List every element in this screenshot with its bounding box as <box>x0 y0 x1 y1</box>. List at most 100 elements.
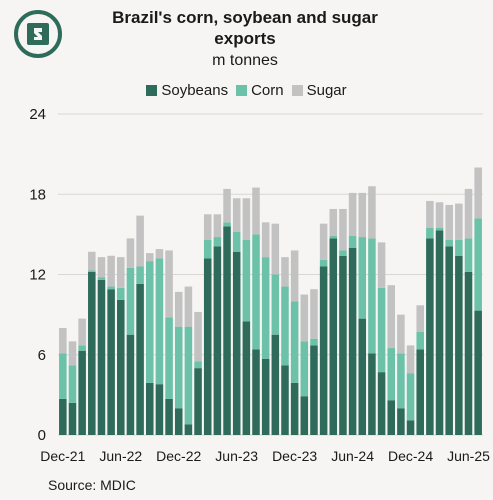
bar-corn <box>136 266 144 284</box>
bar-soybeans <box>406 420 415 435</box>
bar-sugar <box>416 305 424 333</box>
bar-corn <box>426 227 434 239</box>
x-tick-label: Dec-22 <box>156 448 201 464</box>
bar-soybeans <box>319 266 328 435</box>
bar-soybeans <box>165 398 173 435</box>
bar-soybeans <box>435 230 444 435</box>
bar-corn <box>310 338 318 346</box>
bar-sugar <box>136 215 144 267</box>
bar-soybeans <box>290 382 299 435</box>
bar-soybeans <box>474 310 482 435</box>
x-tick-label: Dec-21 <box>40 448 85 464</box>
bar-sugar <box>445 204 453 240</box>
bar-corn <box>416 332 424 350</box>
bar-corn <box>242 239 251 322</box>
bar-soybeans <box>242 321 251 435</box>
chart-legend: Soybeans Corn Sugar <box>0 82 493 99</box>
bar-soybeans <box>78 350 86 435</box>
bar-corn <box>329 235 338 239</box>
bar-sugar <box>348 192 357 236</box>
bar-soybeans <box>281 365 289 435</box>
bar-soybeans <box>184 424 193 435</box>
bar-soybeans <box>464 271 473 435</box>
source-note: Source: MDIC <box>48 477 136 493</box>
bar-soybeans <box>300 396 309 435</box>
bar-sugar <box>406 345 415 374</box>
bar-sugar <box>107 255 115 287</box>
y-tick-label: 24 <box>29 106 46 123</box>
bar-sugar <box>339 208 347 251</box>
bar-soybeans <box>358 318 367 435</box>
bar-corn <box>290 301 299 383</box>
bar-corn <box>145 261 154 383</box>
bar-corn <box>319 259 328 267</box>
bar-soybeans <box>194 368 202 435</box>
legend-label-sugar: Sugar <box>306 82 347 99</box>
bar-corn <box>281 286 289 366</box>
bar-soybeans <box>88 271 96 435</box>
bar-soybeans <box>310 345 318 435</box>
bar-sugar <box>271 223 280 275</box>
bar-corn <box>261 257 270 359</box>
legend-swatch-soybeans <box>146 85 158 96</box>
bar-soybeans <box>271 334 280 435</box>
bar-corn <box>464 238 473 272</box>
bar-sugar <box>223 188 231 223</box>
bar-soybeans <box>387 400 396 435</box>
bar-sugar <box>358 192 367 238</box>
bar-sugar <box>368 186 376 239</box>
bar-sugar <box>184 286 193 327</box>
bar-corn <box>348 235 357 248</box>
legend-item-soybeans: Soybeans <box>146 82 228 99</box>
bar-sugar <box>194 311 202 362</box>
bar-sugar <box>319 223 328 260</box>
bar-soybeans <box>416 349 424 435</box>
bar-corn <box>155 258 164 385</box>
bar-corn <box>184 326 193 425</box>
bar-soybeans <box>261 358 270 435</box>
x-tick-label: Jun-25 <box>447 448 490 464</box>
bar-sugar <box>203 214 212 240</box>
bar-corn <box>377 287 386 373</box>
bar-corn <box>368 238 376 354</box>
bar-soybeans <box>117 299 125 435</box>
bar-soybeans <box>59 398 67 435</box>
bar-sugar <box>59 328 67 354</box>
bar-soybeans <box>136 283 144 435</box>
y-tick-label: 12 <box>29 267 46 284</box>
bar-sugar <box>213 214 222 238</box>
bar-soybeans <box>397 408 405 435</box>
bar-corn <box>387 348 396 401</box>
bar-soybeans <box>232 251 241 435</box>
x-tick-label: Jun-23 <box>215 448 258 464</box>
bar-soybeans <box>97 279 106 435</box>
bar-soybeans <box>252 349 260 435</box>
bar-soybeans <box>368 353 376 435</box>
bar-corn <box>213 237 222 247</box>
bar-corn <box>88 270 96 272</box>
bar-sugar <box>387 285 396 349</box>
bar-corn <box>223 222 231 227</box>
bar-soybeans <box>426 238 434 435</box>
bar-soybeans <box>155 384 164 435</box>
bar-soybeans <box>329 238 338 435</box>
bar-soybeans <box>107 289 115 435</box>
bar-sugar <box>281 257 289 287</box>
legend-label-soybeans: Soybeans <box>161 82 229 99</box>
bar-soybeans <box>455 255 463 435</box>
bar-corn <box>174 326 183 409</box>
bar-sugar <box>174 291 183 327</box>
bar-sugar <box>145 253 154 262</box>
brand-logo <box>14 10 62 58</box>
legend-label-corn: Corn <box>251 82 284 99</box>
bar-sugar <box>435 202 444 228</box>
bar-soybeans <box>445 246 453 435</box>
legend-swatch-sugar <box>291 85 303 96</box>
bar-sugar <box>300 294 309 342</box>
bar-sugar <box>290 250 299 302</box>
bar-sugar <box>88 251 96 271</box>
bar-sugar <box>78 318 86 346</box>
bar-soybeans <box>126 334 135 435</box>
bar-corn <box>97 277 106 280</box>
bar-corn <box>271 274 280 335</box>
